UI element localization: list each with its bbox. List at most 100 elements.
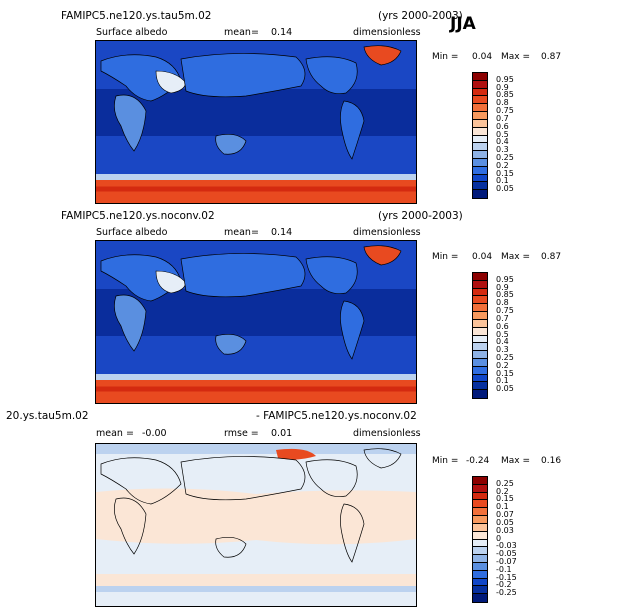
- panel1-variable: Surface albedo: [96, 27, 168, 38]
- colorbar-swatch: [473, 492, 487, 501]
- colorbar-label: 0.3: [496, 345, 509, 355]
- panel2-max-label: Max =: [501, 252, 531, 262]
- colorbar-label: 0.05: [496, 184, 514, 194]
- colorbar-label: 0.85: [496, 90, 514, 100]
- panel1-max-value: 0.87: [541, 52, 562, 62]
- colorbar-swatch: [473, 174, 487, 183]
- panel3-min-value: -0.24: [466, 456, 490, 466]
- colorbar-swatch: [473, 547, 487, 556]
- panel3-max-value: 0.16: [541, 456, 562, 466]
- panel2-colorbar-swatches: [473, 273, 487, 398]
- panel3-rmse-value: 0.01: [271, 428, 293, 439]
- south-america: [340, 100, 365, 160]
- colorbar-swatch: [473, 523, 487, 532]
- south-ocean-band: [96, 336, 416, 381]
- colorbar-swatch: [473, 570, 487, 579]
- colorbar-swatch: [473, 390, 487, 398]
- panel1-mean-value: 0.14: [271, 27, 293, 38]
- panel1-max-label: Max =: [501, 52, 531, 62]
- panel2-map: [95, 240, 417, 404]
- asia: [180, 53, 306, 98]
- colorbar-label: 0.15: [496, 168, 514, 178]
- colorbar-label: 0.95: [496, 74, 514, 84]
- himalaya: [155, 270, 187, 294]
- tropical-positive-band: [96, 488, 416, 545]
- colorbar-swatch: [473, 594, 487, 602]
- colorbar-label: 0.03: [496, 525, 514, 535]
- colorbar-swatch: [473, 374, 487, 383]
- colorbar-swatch: [473, 288, 487, 297]
- colorbar-swatch: [473, 104, 487, 113]
- colorbar-label: 0.6: [496, 321, 509, 331]
- colorbar-label: 0.75: [496, 106, 514, 116]
- asia-outline: [180, 456, 306, 501]
- himalaya: [155, 70, 187, 94]
- panel3-mean-value: -0.00: [142, 428, 167, 439]
- panel3-colorbar-swatches: [473, 477, 487, 602]
- colorbar-label: 0.7: [496, 113, 509, 123]
- colorbar-label: 0.1: [496, 176, 509, 186]
- greenland: [363, 45, 402, 66]
- panel1-map: [95, 40, 417, 204]
- colorbar-swatch: [473, 166, 487, 175]
- panel2-map-svg: [96, 241, 416, 403]
- africa: [114, 94, 147, 152]
- africa-outline: [114, 497, 147, 555]
- panel1-colorbar-labels: 0.95 0.9 0.85 0.8 0.75 0.7 0.6 0.5 0.4 0.3 0.25 0.2…: [496, 72, 536, 199]
- panel3-title-right: - FAMIPC5.ne120.ys.noconv.02: [256, 410, 417, 422]
- panel2-min-value: 0.04: [472, 252, 493, 262]
- panel3-map-svg: [96, 444, 416, 606]
- colorbar-label: 0.85: [496, 290, 514, 300]
- colorbar-swatch: [473, 88, 487, 97]
- colorbar-label: 0.4: [496, 137, 509, 147]
- panel1-colorbar-swatches: [473, 73, 487, 198]
- africa: [114, 294, 147, 352]
- panel3-title: 20.ys.tau5m.02: [6, 410, 89, 422]
- colorbar-swatch: [473, 73, 487, 81]
- colorbar-label: 0.15: [496, 368, 514, 378]
- colorbar-swatch: [473, 382, 487, 391]
- colorbar-swatch: [473, 112, 487, 120]
- arctic-band: [96, 444, 416, 454]
- colorbar-swatch: [473, 555, 487, 563]
- panel1-mean-label: mean=: [224, 27, 259, 38]
- panel3-colorbar-labels: 0.25 0.2 0.15 0.1 0.07 0.05 0.03 0 -0.03 -0.05 -0.…: [496, 476, 536, 603]
- eurasia-west-outline: [100, 457, 182, 505]
- colorbar-label: 0.8: [496, 298, 509, 308]
- colorbar-swatch: [473, 296, 487, 305]
- colorbar-label: -0.03: [496, 541, 517, 551]
- eurasia-west: [100, 254, 182, 302]
- panel1-years: (yrs 2000-2003): [378, 10, 463, 22]
- colorbar-swatch: [473, 143, 487, 152]
- colorbar-swatch: [473, 500, 487, 509]
- panel1-min-label: Min =: [432, 52, 459, 62]
- colorbar-label: 0.2: [496, 486, 509, 496]
- panel1-map-svg: [96, 41, 416, 203]
- north-america: [305, 56, 358, 95]
- panel2-units: dimensionless: [353, 227, 421, 238]
- colorbar-swatch: [473, 335, 487, 344]
- greenland: [363, 245, 402, 266]
- season-label: JJA: [450, 14, 476, 34]
- colorbar-label: 0.7: [496, 313, 509, 323]
- colorbar-swatch: [473, 516, 487, 524]
- colorbar-swatch: [473, 477, 487, 485]
- colorbar-swatch: [473, 539, 487, 548]
- colorbar-swatch: [473, 562, 487, 571]
- south-america-outline: [340, 503, 365, 563]
- panel2-years: (yrs 2000-2003): [378, 210, 463, 222]
- colorbar-swatch: [473, 508, 487, 517]
- colorbar-swatch: [473, 182, 487, 191]
- colorbar-label: 0.75: [496, 306, 514, 316]
- colorbar-label: 0.4: [496, 337, 509, 347]
- colorbar-swatch: [473, 319, 487, 328]
- colorbar-label: 0.25: [496, 152, 514, 162]
- north-america-outline: [305, 459, 358, 498]
- colorbar-swatch: [473, 366, 487, 375]
- colorbar-label: 0.1: [496, 376, 509, 386]
- panel2-mean-value: 0.14: [271, 227, 293, 238]
- colorbar-label: 0.2: [496, 160, 509, 170]
- panel1-units: dimensionless: [353, 27, 421, 38]
- colorbar-swatch: [473, 484, 487, 493]
- panel2-min-label: Min =: [432, 252, 459, 262]
